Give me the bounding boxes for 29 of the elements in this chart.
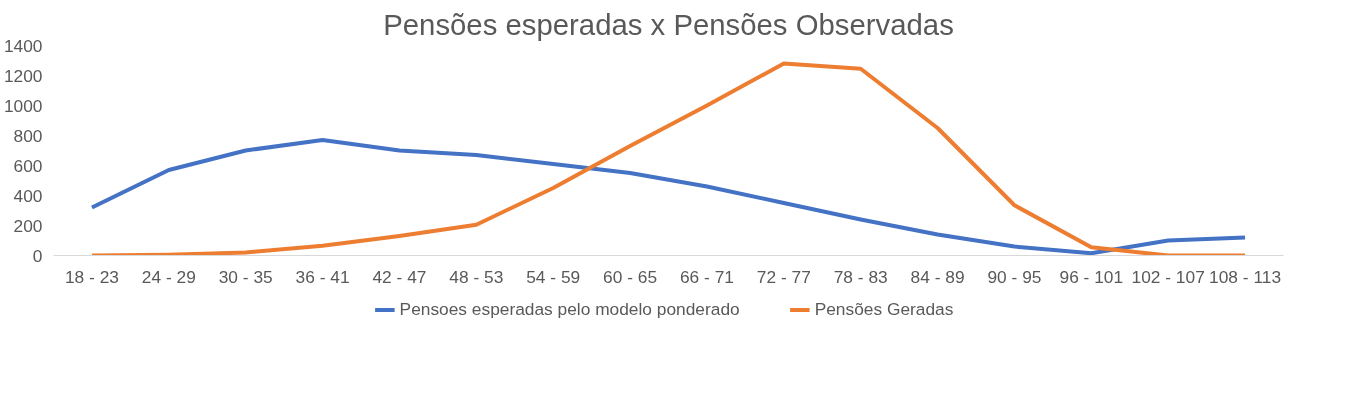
y-tick-label: 200 xyxy=(13,215,43,236)
y-tick-label: 800 xyxy=(13,125,43,146)
x-tick-label: 66 - 71 xyxy=(679,266,734,287)
legend-label: Pensões Geradas xyxy=(814,298,954,320)
line-series xyxy=(89,61,1248,256)
x-tick-label: 90 - 95 xyxy=(987,266,1042,287)
x-tick-label: 78 - 83 xyxy=(833,266,888,287)
chart-title: Pensões esperadas x Pensões Observadas xyxy=(383,7,954,41)
x-tick-label: 102 - 107 xyxy=(1131,266,1205,287)
x-tick-label: 36 - 41 xyxy=(295,266,350,287)
x-tick-label: 48 - 53 xyxy=(449,266,504,287)
y-tick-label: 400 xyxy=(13,185,43,206)
line-series xyxy=(89,138,1248,256)
x-tick-label: 54 - 59 xyxy=(526,266,581,287)
x-tick-label: 24 - 29 xyxy=(141,266,196,287)
x-tick-label: 42 - 47 xyxy=(372,266,427,287)
legend-label: Pensoes esperadas pelo modelo ponderado xyxy=(399,298,740,320)
x-tick-label: 30 - 35 xyxy=(218,266,273,287)
y-tick-label: 1200 xyxy=(3,65,43,86)
y-tick-label: 1400 xyxy=(3,35,43,56)
x-tick-label: 60 - 65 xyxy=(603,266,658,287)
x-tick-label: 72 - 77 xyxy=(756,266,811,287)
x-tick-label: 96 - 101 xyxy=(1059,266,1124,287)
x-tick-label: 108 - 113 xyxy=(1209,266,1282,287)
y-tick-label: 1000 xyxy=(3,95,43,116)
x-tick-label: 18 - 23 xyxy=(64,266,119,287)
y-tick-label: 0 xyxy=(32,245,43,266)
x-tick-label: 84 - 89 xyxy=(910,266,965,287)
y-tick-label: 600 xyxy=(13,155,43,176)
